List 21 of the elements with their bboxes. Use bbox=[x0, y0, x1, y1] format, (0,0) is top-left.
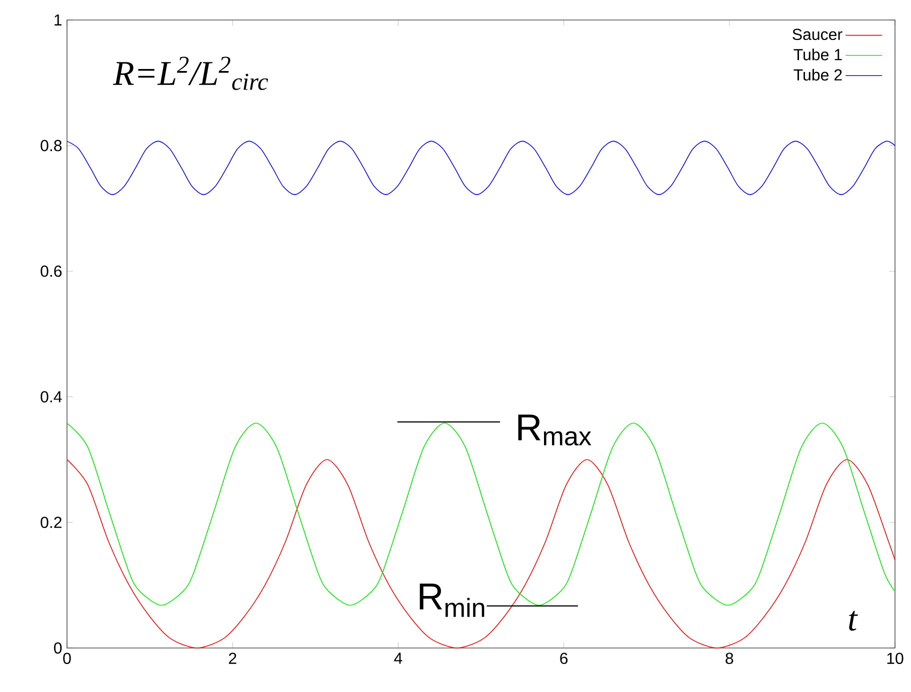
x-tick-label: 10 bbox=[887, 652, 904, 664]
y-tick-label: 0.2 bbox=[40, 516, 62, 528]
x-tick-label: 2 bbox=[228, 652, 236, 664]
y-tick-label: 0.6 bbox=[40, 266, 62, 277]
legend-label: Tube 2 bbox=[794, 68, 842, 81]
y-tick-label: 0.8 bbox=[40, 140, 62, 152]
x-tick-label: 6 bbox=[560, 652, 568, 664]
x-tick-label: 0 bbox=[63, 652, 71, 664]
annotation: R$_{max}$ bbox=[518, 414, 592, 446]
legend-label: Tube 1 bbox=[794, 48, 842, 60]
legend-label: Saucer bbox=[792, 28, 842, 40]
x-tick-label: 4 bbox=[394, 652, 402, 664]
annotation: R$_{min}$ bbox=[420, 584, 484, 617]
annotation: R=L$^{2}$/L$^{2}$circ bbox=[112, 56, 268, 90]
y-tick-label: 0.4 bbox=[40, 391, 62, 402]
y-tick-label: 1 bbox=[54, 14, 62, 26]
line-series bbox=[66, 140, 896, 195]
line-series bbox=[66, 459, 896, 648]
x-tick-label: 8 bbox=[726, 652, 734, 664]
y-tick-label: 0 bbox=[54, 642, 62, 654]
x-axis-title: t bbox=[849, 610, 858, 631]
